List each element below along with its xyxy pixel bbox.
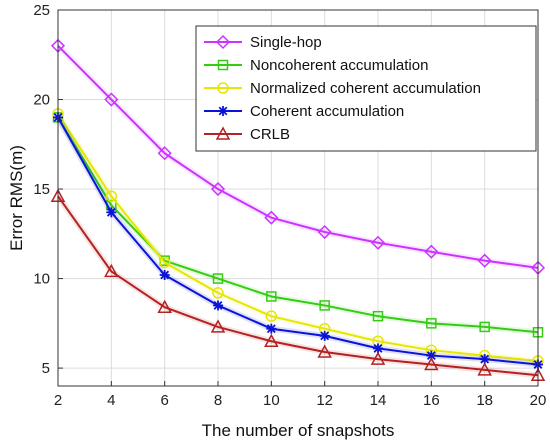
data-point: [477, 362, 492, 376]
legend-entry: Single-hop: [204, 34, 322, 51]
x-tick-label: 20: [530, 392, 547, 409]
data-point: [213, 300, 223, 311]
x-tick-label: 4: [107, 392, 115, 409]
data-point: [479, 321, 490, 333]
data-point: [317, 224, 332, 240]
legend-label: Noncoherent accumulation: [250, 57, 428, 74]
data-point: [424, 244, 439, 259]
legend-entry: Coherent accumulation: [204, 103, 404, 120]
series-line: [57, 113, 539, 362]
tick-labels: 2 4 6 8 10 12 14 16 18 20 5 10 15 20 25: [33, 2, 546, 409]
legend-entry: Normalized coherent accumulation: [204, 80, 481, 97]
data-point: [104, 92, 119, 107]
legend: Single-hop Noncoherent accumulation Normal…: [195, 25, 537, 152]
data-point: [372, 310, 384, 322]
data-point: [319, 300, 330, 311]
data-point: [266, 291, 277, 302]
y-tick-label: 25: [33, 2, 50, 19]
data-point: [157, 299, 172, 313]
y-tick-label: 20: [33, 92, 50, 109]
axes: [57, 9, 539, 387]
legend-label: Coherent accumulation: [250, 103, 404, 120]
legend-label: Single-hop: [250, 34, 322, 51]
data-point: [424, 356, 439, 371]
y-tick-label: 5: [42, 360, 50, 377]
legend-marker: [217, 59, 229, 71]
legend-marker: [215, 34, 231, 50]
data-point: [370, 351, 386, 365]
x-tick-label: 10: [263, 392, 280, 409]
series-crlb: [50, 188, 546, 382]
data-point: [157, 146, 172, 161]
x-axis-title: The number of snapshots: [202, 421, 395, 440]
x-tick-label: 18: [476, 392, 493, 409]
x-tick-label: 14: [370, 392, 387, 409]
data-point: [159, 269, 170, 280]
x-tick-label: 6: [160, 392, 168, 409]
data-point: [264, 333, 279, 347]
data-point: [210, 181, 226, 197]
data-point: [479, 354, 490, 365]
legend-marker: [217, 82, 229, 94]
legend-label: Normalized coherent accumulation: [250, 80, 481, 97]
series-line: [57, 116, 539, 366]
data-point: [317, 344, 332, 358]
x-tick-label: 2: [54, 392, 62, 409]
plot-frame: [57, 9, 539, 387]
series-line: [57, 195, 539, 377]
legend-entry: CRLB: [204, 126, 290, 143]
data-point: [373, 343, 383, 354]
data-point: [266, 323, 277, 334]
x-tick-label: 12: [316, 392, 333, 409]
data-point: [264, 210, 279, 225]
legend-entry: Noncoherent accumulation: [204, 57, 428, 74]
series-line: [57, 45, 539, 269]
data-point: [426, 318, 437, 329]
y-tick-label: 15: [33, 181, 50, 198]
x-tick-label: 16: [423, 392, 440, 409]
data-point: [104, 263, 119, 278]
data-point: [106, 207, 117, 218]
data-point: [477, 253, 492, 268]
data-point: [370, 235, 386, 250]
data-point: [319, 330, 330, 341]
legend-marker: [215, 126, 231, 140]
y-axis-title: Error RMS(m): [7, 145, 26, 251]
legend-box: [195, 25, 537, 152]
series-single-hop: [50, 38, 546, 275]
legend-label: CRLB: [250, 126, 290, 143]
series-layer: [50, 38, 546, 382]
data-point: [105, 190, 118, 202]
data-point: [210, 319, 226, 333]
series-line: [57, 116, 539, 334]
x-tick-label: 8: [214, 392, 222, 409]
data-point: [212, 287, 224, 299]
data-point: [426, 350, 437, 361]
series-coherent-accumulation: [53, 112, 543, 370]
data-point: [158, 256, 171, 269]
data-point: [265, 310, 278, 322]
y-tick-label: 10: [33, 271, 50, 288]
legend-marker: [218, 106, 228, 116]
data-point: [212, 273, 224, 284]
